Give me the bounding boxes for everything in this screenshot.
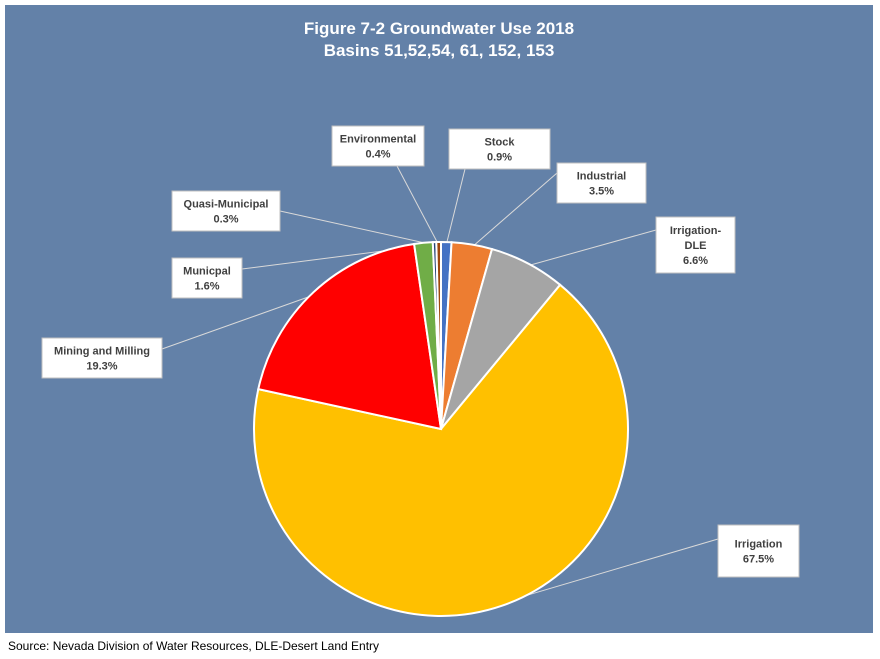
data-label-value: 1.6% — [194, 281, 219, 293]
data-label-value: 0.9% — [487, 152, 512, 164]
data-label-value: 3.5% — [589, 186, 614, 198]
data-label-name: Municpal — [183, 266, 231, 278]
chart-subtitle: Basins 51,52,54, 61, 152, 153 — [323, 41, 555, 60]
data-label-name: Stock — [485, 137, 516, 149]
data-label-name: Irrigation — [735, 539, 783, 551]
data-label-box — [171, 190, 281, 232]
data-label-name: Environmental — [340, 134, 416, 146]
leader-line-industrial — [471, 172, 558, 248]
data-label-value: 67.5% — [743, 554, 774, 566]
data-label-irrigation-dle: Irrigation- DLE 6.6% — [655, 216, 736, 274]
data-label-box — [41, 337, 163, 379]
data-label-box — [171, 257, 243, 299]
leader-line-quasi-municipal — [279, 210, 435, 246]
data-label-quasi-municipal: Quasi-Municipal 0.3% — [171, 190, 281, 232]
data-label-name: Mining and Milling — [54, 346, 150, 358]
data-label-box — [448, 128, 551, 170]
source-note: Source: Nevada Division of Water Resourc… — [8, 639, 380, 653]
data-label-value: 19.3% — [86, 361, 117, 373]
data-label-box — [556, 162, 647, 204]
data-label-name: Irrigation- — [670, 225, 722, 237]
pie-slice-environmental — [435, 240, 442, 430]
data-label-name: DLE — [685, 240, 707, 252]
data-label-stock: Stock 0.9% — [448, 128, 551, 170]
chart-area: Figure 7-2 Groundwater Use 2018 Basins 5… — [5, 5, 873, 633]
data-label-irrigation: Irrigation 67.5% — [717, 524, 800, 578]
data-label-box — [655, 216, 736, 274]
chart-title: Figure 7-2 Groundwater Use 2018 — [303, 19, 575, 38]
leader-line-irrigation — [500, 538, 719, 604]
data-label-environmental: Environmental 0.4% — [331, 125, 425, 167]
data-label-value: 0.4% — [365, 149, 390, 161]
data-label-mining-and-milling: Mining and Milling 19.3% — [41, 337, 163, 379]
leader-line-irrigation-dle — [526, 229, 657, 267]
data-label-box — [331, 125, 425, 167]
chart-title-block: Figure 7-2 Groundwater Use 2018 Basins 5… — [5, 18, 873, 62]
data-label-value: 0.3% — [213, 214, 238, 226]
leader-line-mining-and-milling — [161, 293, 316, 350]
data-label-name: Industrial — [577, 171, 627, 183]
pie-chart: Stock 0.9% Industrial 3.5% Irrigation- DLE 6.6… — [41, 125, 800, 617]
data-label-municpal: Municpal 1.6% — [171, 257, 243, 299]
leader-line-environmental — [396, 165, 440, 246]
pie-slices — [253, 240, 629, 617]
data-labels: Stock 0.9% Industrial 3.5% Irrigation- DLE 6.6… — [41, 125, 800, 578]
data-label-box — [717, 524, 800, 578]
leader-line-stock — [445, 168, 466, 246]
pie-slice-irrigation — [253, 283, 629, 617]
pie-slice-mining-and-milling — [257, 242, 443, 431]
data-label-name: Quasi-Municipal — [184, 199, 269, 211]
data-label-industrial: Industrial 3.5% — [556, 162, 647, 204]
data-label-value: 6.6% — [683, 255, 708, 267]
